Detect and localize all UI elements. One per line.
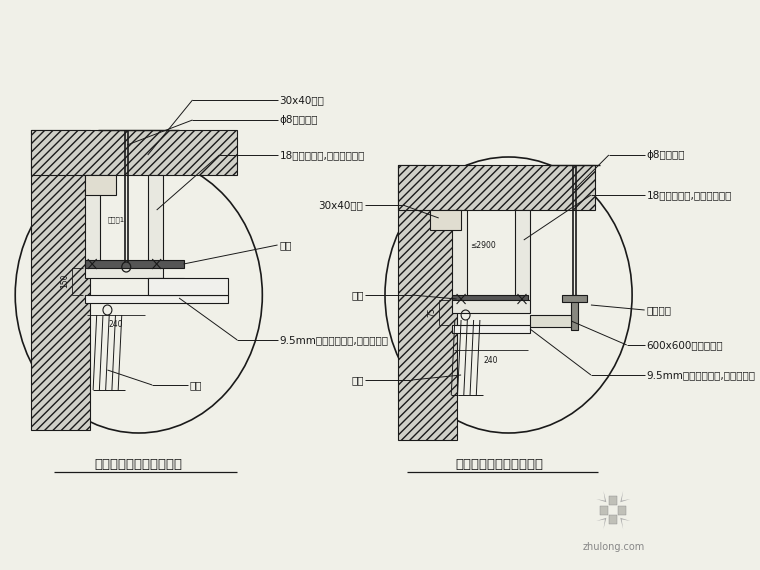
Bar <box>610 495 617 504</box>
Text: 75: 75 <box>427 307 436 317</box>
Text: ϕ8镀锌吊杆: ϕ8镀锌吊杆 <box>647 150 685 160</box>
Text: 18厚细木工板,防腐防火处理: 18厚细木工板,防腐防火处理 <box>280 150 365 160</box>
Bar <box>85 175 100 265</box>
Bar <box>452 325 530 333</box>
Bar <box>562 295 587 302</box>
Text: 9.5mm厚石膏板吊顶,白色乳胶漆: 9.5mm厚石膏板吊顶,白色乳胶漆 <box>647 370 755 380</box>
Polygon shape <box>597 491 606 502</box>
Text: 600x600矿棉吸音板: 600x600矿棉吸音板 <box>647 340 723 350</box>
Text: 30x40木方: 30x40木方 <box>280 95 325 105</box>
Bar <box>147 175 163 265</box>
Text: ≤2900: ≤2900 <box>470 241 496 250</box>
Text: 矿棉板吊顶窗帘盒剖面图: 矿棉板吊顶窗帘盒剖面图 <box>455 458 543 471</box>
Text: 滑道: 滑道 <box>280 240 292 250</box>
Text: 30x40木方: 30x40木方 <box>318 200 363 210</box>
Bar <box>31 130 90 430</box>
Text: 石膏板吊顶窗帘盒剖面图: 石膏板吊顶窗帘盒剖面图 <box>95 458 182 471</box>
Bar <box>147 278 184 295</box>
Text: 窗帘: 窗帘 <box>190 380 202 390</box>
Text: 240: 240 <box>483 356 498 365</box>
Bar <box>515 210 530 300</box>
Bar <box>85 175 116 195</box>
Bar <box>452 300 530 313</box>
Bar <box>398 165 457 440</box>
Bar <box>530 315 572 327</box>
Polygon shape <box>620 491 630 502</box>
Text: 窗帘: 窗帘 <box>351 375 363 385</box>
Bar <box>610 515 617 524</box>
Bar <box>85 295 228 303</box>
Text: 滑道: 滑道 <box>351 290 363 300</box>
Text: 元净距1: 元净距1 <box>108 217 125 223</box>
Bar <box>452 210 467 300</box>
Text: 9.5mm厚石膏板吊顶,白色乳胶漆: 9.5mm厚石膏板吊顶,白色乳胶漆 <box>280 335 388 345</box>
Bar <box>31 130 237 175</box>
Text: zhulong.com: zhulong.com <box>582 542 644 552</box>
Bar <box>572 295 578 330</box>
Bar <box>452 295 528 303</box>
Bar <box>618 506 626 515</box>
Bar <box>85 265 163 278</box>
Text: 240: 240 <box>108 320 123 329</box>
Text: 轻钢龙骨: 轻钢龙骨 <box>647 305 671 315</box>
Text: 150: 150 <box>60 274 69 288</box>
Bar <box>600 506 609 515</box>
Text: ϕ8镀锌吊杆: ϕ8镀锌吊杆 <box>280 115 318 125</box>
Bar <box>85 260 184 268</box>
Polygon shape <box>620 518 630 529</box>
Bar <box>147 278 228 295</box>
Polygon shape <box>597 518 606 529</box>
Text: 18厚细木工板,防腐防火处理: 18厚细木工板,防腐防火处理 <box>647 190 732 200</box>
Bar <box>429 210 461 230</box>
Bar <box>398 165 595 210</box>
